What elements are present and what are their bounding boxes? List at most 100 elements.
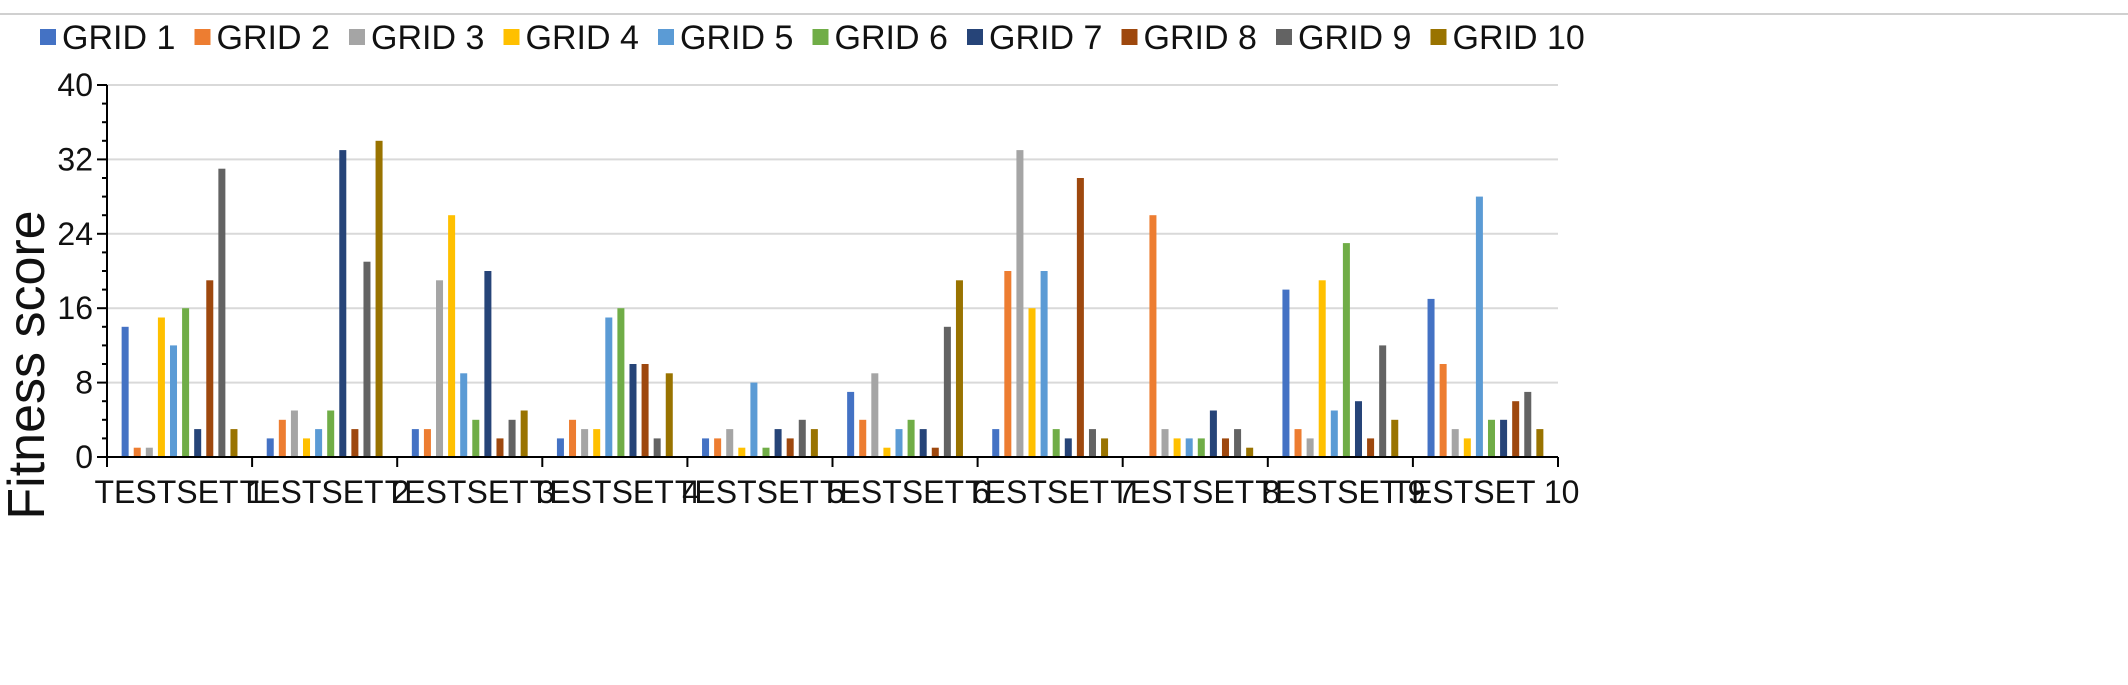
bar-testset-2-grid-4: [303, 438, 311, 457]
x-tick-label-7: TESTSET 7: [965, 474, 1135, 510]
bar-testset-7-grid-8: [1076, 178, 1084, 457]
y-tick-label-16: 16: [57, 290, 93, 326]
x-tick-label-9: TESTSET 9: [1255, 474, 1425, 510]
legend-swatch-grid-3: [349, 29, 365, 45]
bar-testset-2-grid-2: [278, 419, 286, 457]
bar-testset-3-grid-5: [460, 373, 468, 457]
bar-testset-8-grid-2: [1149, 215, 1157, 457]
bar-testset-6-grid-2: [859, 419, 867, 457]
bar-testset-6-grid-3: [871, 373, 879, 457]
bar-testset-10-grid-4: [1463, 438, 1471, 457]
bar-testset-10-grid-7: [1500, 419, 1508, 457]
bar-testset-2-grid-10: [375, 140, 383, 458]
bar-testset-1-grid-1: [121, 326, 129, 457]
bar-testset-9-grid-1: [1282, 289, 1290, 457]
bar-testset-8-grid-4: [1173, 438, 1181, 457]
x-tick-label-3: TESTSET 3: [385, 474, 555, 510]
x-tick-label-10: TESTSET 10: [1391, 474, 1579, 510]
bar-testset-10-grid-9: [1524, 391, 1532, 457]
bar-testset-9-grid-5: [1330, 410, 1338, 457]
bar-testset-4-grid-9: [653, 438, 661, 457]
bar-testset-6-grid-10: [955, 280, 963, 457]
bar-testset-6-grid-8: [931, 447, 939, 457]
bar-testset-7-grid-7: [1064, 438, 1072, 457]
bar-testset-5-grid-9: [798, 419, 806, 457]
bar-testset-6-grid-1: [847, 391, 855, 457]
legend-swatch-grid-8: [1121, 29, 1138, 45]
x-tick-label-6: TESTSET 6: [820, 474, 990, 510]
bar-testset-9-grid-8: [1367, 438, 1375, 457]
bar-testset-4-grid-1: [556, 438, 564, 457]
legend-swatch-grid-4: [503, 29, 520, 45]
legend-swatch-grid-2: [194, 29, 211, 45]
legend-label-grid-2: GRID 2: [217, 19, 330, 57]
bar-testset-4-grid-3: [581, 429, 589, 457]
bar-testset-3-grid-6: [472, 419, 480, 457]
bar-testset-10-grid-10: [1536, 429, 1544, 457]
bar-testset-5-grid-5: [750, 382, 758, 457]
x-tick-label-2: TESTSET 2: [240, 474, 410, 510]
bar-testset-2-grid-3: [290, 410, 298, 457]
legend-label-grid-8: GRID 8: [1144, 19, 1257, 57]
bar-testset-6-grid-9: [943, 326, 951, 457]
bar-testset-3-grid-8: [496, 438, 504, 457]
bar-testset-2-grid-5: [315, 429, 323, 457]
bar-testset-6-grid-5: [895, 429, 903, 457]
legend-label-grid-3: GRID 3: [371, 19, 484, 57]
legend-label-grid-10: GRID 10: [1453, 19, 1585, 57]
y-tick-label-24: 24: [57, 216, 93, 252]
bar-testset-8-grid-8: [1221, 438, 1229, 457]
bar-testset-10-grid-3: [1451, 429, 1459, 457]
bar-testset-9-grid-10: [1391, 419, 1399, 457]
legend-swatch-grid-5: [658, 29, 674, 45]
legend-swatch-grid-10: [1430, 29, 1447, 45]
bar-testset-5-grid-2: [714, 438, 722, 457]
bar-testset-1-grid-9: [218, 168, 226, 457]
bar-testset-7-grid-10: [1101, 438, 1109, 457]
y-tick-label-32: 32: [57, 141, 93, 177]
bar-testset-7-grid-2: [1004, 271, 1012, 457]
legend-swatch-grid-9: [1276, 29, 1292, 45]
x-tick-label-5: TESTSET 5: [675, 474, 845, 510]
bar-testset-1-grid-6: [182, 308, 190, 457]
bar-testset-4-grid-4: [593, 429, 601, 457]
bar-testset-5-grid-1: [702, 438, 710, 457]
bar-testset-1-grid-5: [169, 345, 178, 457]
bar-testset-2-grid-9: [363, 261, 371, 457]
bar-testset-3-grid-2: [423, 429, 431, 457]
bar-testset-10-grid-8: [1512, 401, 1520, 457]
bar-testset-3-grid-3: [436, 280, 444, 457]
bar-testset-4-grid-7: [629, 364, 637, 457]
bar-testset-9-grid-7: [1354, 401, 1362, 457]
bar-testset-8-grid-6: [1197, 438, 1205, 457]
x-tick-label-4: TESTSET 4: [530, 474, 700, 510]
legend-label-grid-5: GRID 5: [680, 19, 793, 57]
bar-testset-1-grid-8: [206, 280, 214, 457]
bar-testset-9-grid-4: [1318, 280, 1326, 457]
bar-testset-3-grid-7: [484, 271, 492, 457]
y-tick-label-0: 0: [75, 439, 93, 475]
bar-testset-4-grid-2: [569, 419, 577, 457]
bar-testset-1-grid-10: [230, 429, 238, 457]
legend-label-grid-9: GRID 9: [1298, 19, 1411, 57]
bar-testset-5-grid-4: [738, 447, 746, 457]
bar-testset-7-grid-4: [1028, 308, 1036, 457]
bar-testset-5-grid-6: [762, 447, 770, 457]
bar-testset-9-grid-3: [1306, 438, 1314, 457]
bar-testset-1-grid-4: [157, 317, 165, 457]
bar-testset-10-grid-5: [1475, 196, 1483, 457]
bar-testset-8-grid-3: [1161, 429, 1169, 457]
bar-testset-10-grid-1: [1427, 298, 1435, 457]
bar-testset-3-grid-9: [508, 419, 516, 457]
bar-testset-4-grid-8: [641, 364, 649, 457]
bar-testset-9-grid-9: [1379, 345, 1387, 457]
bar-testset-9-grid-2: [1294, 429, 1302, 457]
bar-testset-2-grid-1: [266, 438, 274, 457]
bar-testset-6-grid-6: [907, 419, 915, 457]
bar-testset-10-grid-2: [1439, 364, 1447, 457]
bar-testset-4-grid-6: [617, 308, 625, 457]
bar-testset-2-grid-6: [327, 410, 335, 457]
bar-testset-3-grid-1: [411, 429, 419, 457]
